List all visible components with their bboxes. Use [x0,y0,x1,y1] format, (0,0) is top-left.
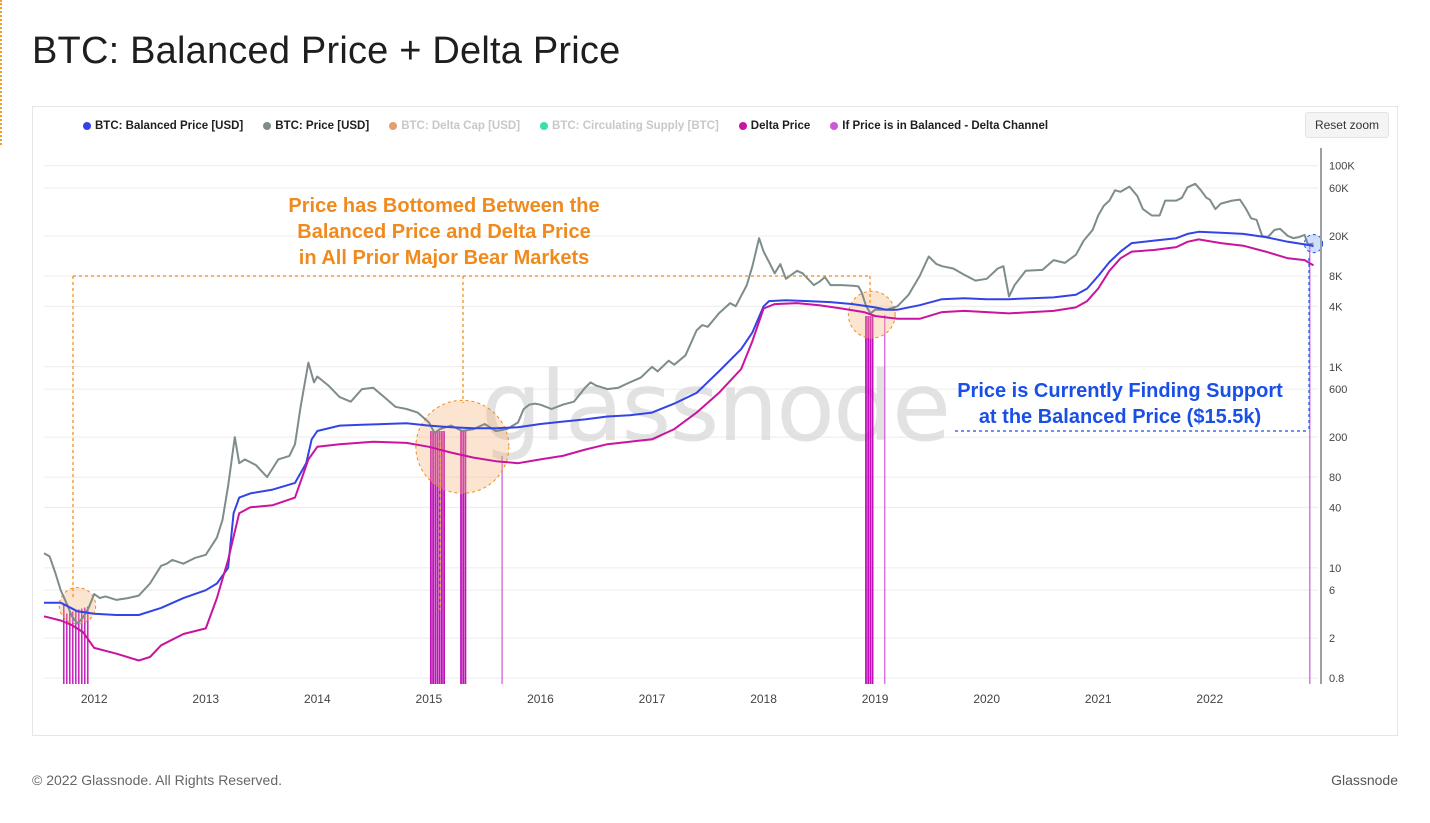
channel-bar [501,455,503,684]
channel-bar [429,430,432,684]
channel-bar [432,430,434,684]
channel-bar [865,316,867,684]
y-tick-label: 0.8 [1329,673,1344,685]
y-tick-label: 600 [1329,384,1347,396]
left-accent-line [0,0,2,145]
x-tick-label: 2016 [527,692,554,706]
reset-zoom-button[interactable]: Reset zoom [1304,112,1389,138]
x-tick-label: 2013 [192,692,219,706]
channel-bar [884,314,886,684]
highlight-circle [58,587,97,625]
channel-bar [438,430,441,684]
y-tick-label: 80 [1329,472,1341,484]
channel-bar [83,607,86,684]
series-lines [43,182,1315,662]
watermark: glassnode [481,351,949,463]
annotation-blue-line: at the Balanced Price ($15.5k) [979,406,1261,428]
channel-bar [80,608,83,684]
y-tick-label: 1K [1329,362,1343,374]
channel-bar [436,430,439,684]
channel-bar [867,316,870,684]
series-line [43,182,1314,625]
x-tick-label: 2020 [973,692,1000,706]
annotation-text: Price has Bottomed Between the Balanced P… [288,195,1283,428]
channel-bar [86,606,89,684]
channel-bar [71,611,74,684]
annotation-orange-line: Price has Bottomed Between the [288,195,599,217]
legend-marker-icon [540,122,549,130]
y-tick-label: 2 [1329,633,1335,645]
legend-item[interactable]: Delta Price [738,120,811,132]
channel-bar [74,610,77,684]
legend-label: BTC: Price [USD] [275,120,370,132]
y-tick-label: 200 [1329,432,1347,444]
footer-brand: Glassnode [1331,772,1398,788]
x-tick-label: 2012 [81,692,108,706]
annotation-orange-line: Balanced Price and Delta Price [297,221,590,243]
legend-marker-icon [830,122,839,130]
channel-bar [77,609,80,684]
y-tick-label: 10 [1329,563,1341,575]
channel-bar [462,430,465,684]
legend-item[interactable]: BTC: Price [USD] [263,120,369,132]
y-tick-label: 4K [1329,301,1343,313]
legend-label: BTC: Delta Cap [USD] [401,120,521,132]
channel-bar [871,316,874,684]
channel-bar [62,603,65,684]
series-line [43,238,1315,662]
y-tick-label: 20K [1329,231,1349,243]
x-tick-label: 2014 [304,692,331,706]
legend-marker-icon [83,122,91,130]
channel-bar [464,430,467,684]
channel-bar [443,430,445,684]
channel-bar [460,430,462,684]
highlight-circle [1303,233,1324,254]
chart-panel: BTC: Balanced Price [USD] BTC: Price [USD… [32,106,1398,736]
annotation-guides [72,258,1310,610]
legend-label: If Price is in Balanced - Delta Channel [842,120,1049,132]
series-line [44,230,1314,616]
channel-bars [62,244,1311,684]
legend-item[interactable]: If Price is in Balanced - Delta Channel [830,120,1048,132]
legend-label: BTC: Balanced Price [USD] [95,120,244,132]
axes: 100K 60K 20K 8K 4K 1K 600 200 80 40 10 6 2 0.8 2012 201… [81,148,1355,706]
legend-marker-icon [263,122,272,130]
legend-marker-icon [389,122,398,130]
legend-item[interactable]: BTC: Circulating Supply [BTC] [540,120,719,132]
x-tick-label: 2019 [862,692,889,706]
legend-marker-icon [738,122,747,130]
x-tick-label: 2021 [1085,692,1112,706]
channel-bar [65,613,68,684]
channel-bar [869,316,872,684]
legend-item[interactable]: BTC: Delta Cap [USD] [389,120,520,132]
y-tick-label: 6 [1329,585,1335,597]
y-tick-label: 40 [1329,502,1341,514]
x-tick-label: 2022 [1196,692,1223,706]
channel-bar [1309,244,1311,684]
legend-item[interactable]: BTC: Balanced Price [USD] [83,120,243,132]
channel-bar [434,430,437,684]
page-title: BTC: Balanced Price + Delta Price [32,30,621,72]
x-tick-label: 2018 [750,692,777,706]
y-tick-label: 60K [1329,183,1349,195]
y-tick-label: 100K [1329,161,1355,173]
x-tick-label: 2017 [639,692,666,706]
x-tick-label: 2015 [416,692,443,706]
channel-bar [440,430,443,684]
chart-legend: BTC: Balanced Price [USD] BTC: Price [USD… [83,120,1068,132]
annotation-orange-line: in All Prior Major Bear Markets [299,247,589,269]
legend-label: Delta Price [750,120,811,132]
channel-bar [68,612,71,684]
legend-label: BTC: Circulating Supply [BTC] [552,120,719,132]
y-tick-label: 8K [1329,271,1343,283]
annotation-blue-line: Price is Currently Finding Support [957,380,1283,402]
copyright-text: © 2022 Glassnode. All Rights Reserved. [32,772,283,788]
